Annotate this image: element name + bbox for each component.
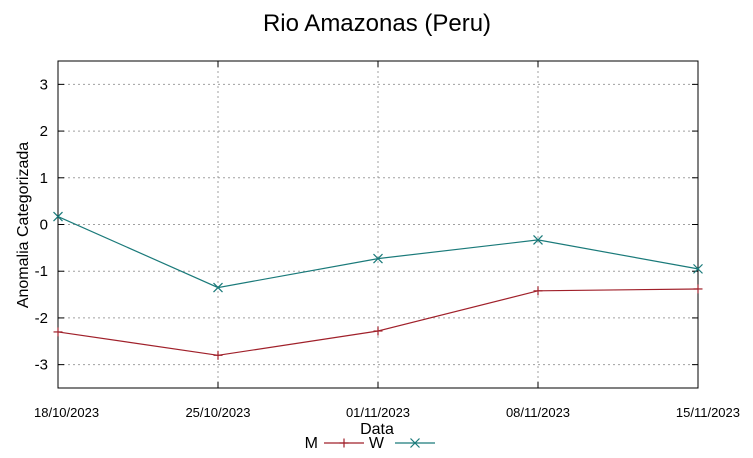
cross-marker — [533, 234, 543, 245]
x-tick-label: 08/11/2023 — [506, 405, 570, 420]
y-tick-label: 1 — [40, 170, 48, 187]
y-tick-label: 2 — [40, 123, 48, 140]
x-axis-label: Data — [360, 421, 394, 438]
y-tick-label: -2 — [35, 310, 48, 327]
y-tick-label: -1 — [35, 263, 48, 280]
chart-title: Rio Amazonas (Peru) — [263, 10, 491, 37]
plus-marker — [53, 327, 63, 337]
plus-marker — [339, 438, 349, 448]
plus-marker — [213, 350, 223, 360]
cross-marker — [693, 263, 703, 274]
x-tick-label: 15/11/2023 — [676, 405, 740, 420]
x-tick-label: 25/10/2023 — [185, 405, 250, 420]
x-tick-label: 01/11/2023 — [346, 405, 410, 420]
y-axis: 3 2 1 0 -1 -2 -3 — [35, 76, 698, 374]
cross-marker — [410, 438, 420, 448]
cross-marker — [373, 253, 383, 264]
y-tick-label: 0 — [40, 217, 48, 234]
legend-label-w: W — [369, 435, 385, 452]
series-layer — [53, 211, 703, 360]
y-axis-label: Anomalia Categorizada — [15, 142, 32, 308]
cross-marker — [53, 211, 63, 222]
x-axis: 18/10/2023 25/10/2023 01/11/2023 08/11/2023… — [34, 61, 740, 420]
grid-lines — [57, 61, 699, 388]
y-tick-label: -3 — [35, 357, 48, 374]
plus-marker — [693, 284, 703, 294]
x-tick-label: 18/10/2023 — [34, 405, 99, 420]
legend-label-m: M — [305, 435, 318, 452]
plus-marker — [533, 286, 543, 296]
plus-marker — [373, 326, 383, 336]
cross-marker — [213, 282, 223, 293]
y-tick-label: 3 — [40, 76, 48, 93]
